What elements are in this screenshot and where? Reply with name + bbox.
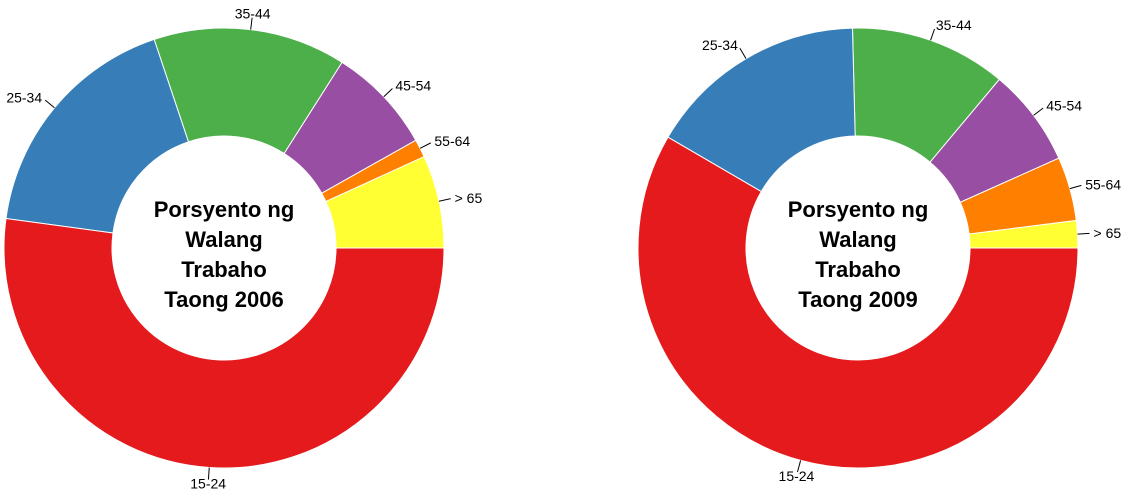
donut-chart-2009: > 65 55-64 45-54 35-44 25-34 15-24 Porsyento … <box>568 0 1136 500</box>
slice-label: 15-24 <box>779 468 815 484</box>
leader-line <box>44 99 55 109</box>
title-line-1: Porsyento ng <box>787 197 929 222</box>
slice-label: 45-54 <box>1046 98 1082 114</box>
slice-label: 25-34 <box>702 37 738 53</box>
leader-line <box>1033 107 1044 116</box>
slice-label: 35-44 <box>936 17 972 33</box>
donut-chart-2006: > 65 55-64 45-54 35-44 25-34 15-24 Porsyento … <box>3 6 483 491</box>
leader-line <box>438 198 451 202</box>
center-title-2009: Porsyento ng Walang Trabaho Taong 2009 <box>738 195 978 315</box>
title-line-1: Porsyento ng <box>153 197 295 222</box>
leader-line <box>930 28 935 41</box>
leader-line <box>419 142 432 149</box>
slice-label: 35-44 <box>235 6 271 22</box>
slice-label: 45-54 <box>395 78 431 94</box>
donut-hole <box>746 136 970 360</box>
leader-line <box>1077 232 1090 235</box>
slice-label: 55-64 <box>1085 176 1121 192</box>
leader-line <box>383 88 393 98</box>
title-line-2: Walang <box>819 227 897 252</box>
title-line-2: Walang <box>185 227 263 252</box>
donut-svg-2009: > 65 55-64 45-54 35-44 25-34 15-24 <box>637 17 1122 484</box>
donut-hole <box>112 136 336 360</box>
leader-line <box>739 48 747 59</box>
slice-label: 15-24 <box>190 475 226 491</box>
title-line-4: Taong 2009 <box>798 287 918 312</box>
leader-line <box>1069 184 1082 190</box>
leader-line <box>797 460 802 473</box>
slice-label: 55-64 <box>434 133 470 149</box>
title-line-3: Trabaho <box>181 257 267 282</box>
title-line-3: Trabaho <box>815 257 901 282</box>
donut-svg-2006: > 65 55-64 45-54 35-44 25-34 15-24 <box>3 6 483 491</box>
leader-line <box>250 17 253 30</box>
slice-label: > 65 <box>455 190 483 206</box>
title-line-4: Taong 2006 <box>164 287 284 312</box>
center-title-2006: Porsyento ng Walang Trabaho Taong 2006 <box>104 195 344 315</box>
slice-label: > 65 <box>1094 225 1122 241</box>
leader-line <box>207 467 210 480</box>
slice-label: 25-34 <box>6 90 42 106</box>
